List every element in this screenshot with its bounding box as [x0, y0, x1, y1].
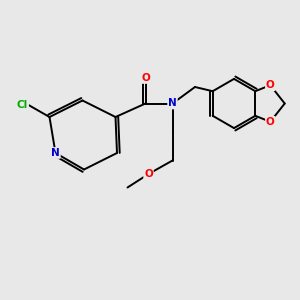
Text: N: N [51, 148, 60, 158]
Text: O: O [266, 117, 275, 127]
Text: O: O [266, 80, 275, 90]
Text: Cl: Cl [17, 100, 28, 110]
Text: O: O [141, 73, 150, 83]
Text: O: O [144, 169, 153, 179]
Text: N: N [168, 98, 177, 109]
